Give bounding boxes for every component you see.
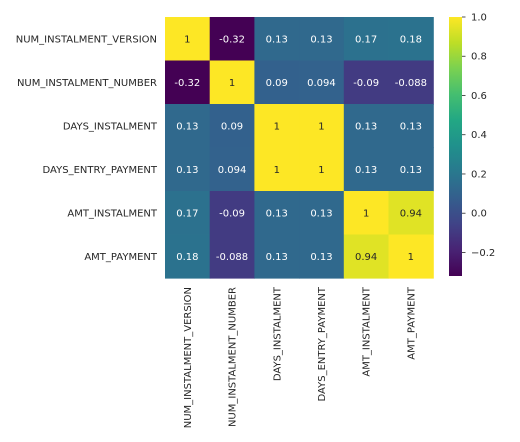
heatmap-cell-r5-c1 bbox=[209, 234, 255, 279]
cell-label-r2-c3: 1 bbox=[318, 121, 324, 132]
heatmap-cell-r1-c4 bbox=[343, 60, 390, 105]
heatmap-cell-r0-c3 bbox=[299, 17, 345, 62]
cell-label-r4-c4: 1 bbox=[363, 208, 369, 219]
row-tick-label-2: DAYS_INSTALMENT bbox=[63, 121, 158, 132]
heatmap-cell-r0-c5 bbox=[388, 17, 434, 62]
column-tick-label-4: AMT_INSTALMENT bbox=[362, 286, 373, 377]
colorbar-tick-label-1: 0.0 bbox=[471, 209, 487, 220]
cell-label-r0-c2: 0.13 bbox=[266, 34, 288, 45]
row-tick-label-0: NUM_INSTALMENT_VERSION bbox=[16, 34, 157, 45]
heatmap-cell-r1-c0 bbox=[165, 60, 211, 105]
cell-label-r1-c3: 0.094 bbox=[307, 78, 336, 89]
heatmap-cell-r0-c0 bbox=[165, 17, 211, 62]
row-tick-label-4: AMT_INSTALMENT bbox=[67, 208, 158, 219]
heatmap-cell-r2-c1 bbox=[209, 104, 255, 149]
cell-label-r5-c0: 0.18 bbox=[176, 252, 198, 263]
heatmap-cell-r3-c3 bbox=[299, 147, 345, 192]
cell-label-r1-c1: 1 bbox=[229, 78, 235, 89]
row-tick-label-5: AMT_PAYMENT bbox=[84, 252, 158, 263]
heatmap-cell-r1-c3 bbox=[299, 60, 345, 105]
cell-label-r2-c1: 0.09 bbox=[221, 121, 243, 132]
cell-label-r3-c1: 0.094 bbox=[218, 165, 247, 176]
column-tick-label-3: DAYS_ENTRY_PAYMENT bbox=[317, 286, 328, 401]
heatmap-cell-r2-c2 bbox=[254, 104, 300, 149]
cell-label-r4-c1: -0.09 bbox=[219, 208, 245, 219]
heatmap-cell-r2-c4 bbox=[343, 104, 390, 149]
cell-label-r3-c5: 0.13 bbox=[400, 165, 422, 176]
cell-label-r5-c4: 0.94 bbox=[355, 252, 377, 263]
column-tick-label-2: DAYS_INSTALMENT bbox=[272, 286, 283, 381]
heatmap-cell-r5-c3 bbox=[299, 234, 345, 279]
colorbar bbox=[449, 17, 462, 276]
colorbar-tick-label-4: 0.6 bbox=[471, 91, 487, 102]
cell-label-r0-c0: 1 bbox=[184, 34, 190, 45]
cell-label-r5-c5: 1 bbox=[408, 252, 414, 263]
heatmap-cell-r4-c4 bbox=[343, 191, 390, 236]
cell-label-r1-c0: -0.32 bbox=[174, 78, 200, 89]
heatmap-cell-r0-c1 bbox=[209, 17, 255, 62]
row-tick-labels: NUM_INSTALMENT_VERSION NUM_INSTALMENT_NUM… bbox=[16, 34, 158, 263]
cell-label-r4-c0: 0.17 bbox=[176, 208, 198, 219]
cell-label-r1-c4: -0.09 bbox=[353, 78, 379, 89]
cell-label-r3-c3: 1 bbox=[318, 165, 324, 176]
cell-label-r4-c5: 0.94 bbox=[400, 208, 422, 219]
colorbar-tick-label-0: −0.2 bbox=[471, 248, 495, 259]
colorbar-tick-label-6: 1.0 bbox=[471, 13, 487, 24]
cell-label-r3-c2: 1 bbox=[274, 165, 280, 176]
colorbar-tick-label-2: 0.2 bbox=[471, 169, 487, 180]
heatmap-cell-r3-c2 bbox=[254, 147, 300, 192]
cell-label-r5-c1: -0.088 bbox=[216, 252, 248, 263]
heatmap-cell-r5-c0 bbox=[165, 234, 211, 279]
heatmap-cell-r2-c5 bbox=[388, 104, 434, 149]
cell-label-r2-c0: 0.13 bbox=[176, 121, 198, 132]
cell-label-r0-c4: 0.17 bbox=[355, 34, 377, 45]
heatmap-cell-r1-c1 bbox=[209, 60, 255, 105]
row-tick-label-1: NUM_INSTALMENT_NUMBER bbox=[17, 78, 157, 89]
cell-label-r5-c2: 0.13 bbox=[266, 252, 288, 263]
cell-label-r2-c5: 0.13 bbox=[400, 121, 422, 132]
heatmap-cell-r4-c1 bbox=[209, 191, 255, 236]
cell-label-r3-c4: 0.13 bbox=[355, 165, 377, 176]
column-tick-labels: NUM_INSTALMENT_VERSION NUM_INSTALMENT_NUM… bbox=[183, 286, 418, 428]
colorbar-ticks: −0.2 0.0 0.2 0.4 0.6 0.8 1.0 bbox=[462, 13, 495, 259]
heatmap-cell-r3-c5 bbox=[388, 147, 434, 192]
column-tick-label-5: AMT_PAYMENT bbox=[406, 286, 417, 360]
cell-label-r1-c5: -0.088 bbox=[395, 78, 427, 89]
cell-label-r2-c4: 0.13 bbox=[355, 121, 377, 132]
cell-label-r0-c3: 0.13 bbox=[310, 34, 332, 45]
cell-label-r0-c5: 0.18 bbox=[400, 34, 422, 45]
column-tick-label-0: NUM_INSTALMENT_VERSION bbox=[183, 287, 194, 428]
heatmap-cell-r5-c2 bbox=[254, 234, 300, 279]
heatmap-cell-r5-c5 bbox=[388, 234, 434, 279]
heatmap-cell-r4-c3 bbox=[299, 191, 345, 236]
heatmap-cell-r5-c4 bbox=[343, 234, 390, 279]
heatmap-cell-r3-c1 bbox=[209, 147, 255, 192]
heatmap-cells bbox=[165, 17, 434, 279]
row-tick-label-3: DAYS_ENTRY_PAYMENT bbox=[43, 165, 158, 176]
heatmap-cell-r0-c2 bbox=[254, 17, 300, 62]
heatmap-cell-labels: 1 -0.32 0.13 0.13 0.17 0.18 -0.32 1 0.09 0.094 -0.… bbox=[174, 34, 427, 263]
cell-label-r1-c2: 0.09 bbox=[266, 78, 288, 89]
heatmap-cell-r2-c0 bbox=[165, 104, 211, 149]
colorbar-tick-label-3: 0.4 bbox=[471, 130, 487, 141]
heatmap-cell-r3-c4 bbox=[343, 147, 390, 192]
heatmap-cell-r4-c0 bbox=[165, 191, 211, 236]
heatmap-cell-r0-c4 bbox=[343, 17, 390, 62]
column-tick-label-1: NUM_INSTALMENT_NUMBER bbox=[228, 287, 239, 427]
cell-label-r4-c3: 0.13 bbox=[310, 208, 332, 219]
cell-label-r2-c2: 1 bbox=[274, 121, 280, 132]
cell-label-r0-c1: -0.32 bbox=[219, 34, 245, 45]
heatmap-cell-r2-c3 bbox=[299, 104, 345, 149]
heatmap-cell-r4-c2 bbox=[254, 191, 300, 236]
heatmap-cell-r3-c0 bbox=[165, 147, 211, 192]
colorbar-tick-label-5: 0.8 bbox=[471, 52, 487, 63]
cell-label-r5-c3: 0.13 bbox=[310, 252, 332, 263]
heatmap-cell-r1-c5 bbox=[388, 60, 434, 105]
cell-label-r4-c2: 0.13 bbox=[266, 208, 288, 219]
heatmap-cell-r1-c2 bbox=[254, 60, 300, 105]
cell-label-r3-c0: 0.13 bbox=[176, 165, 198, 176]
heatmap-cell-r4-c5 bbox=[388, 191, 434, 236]
